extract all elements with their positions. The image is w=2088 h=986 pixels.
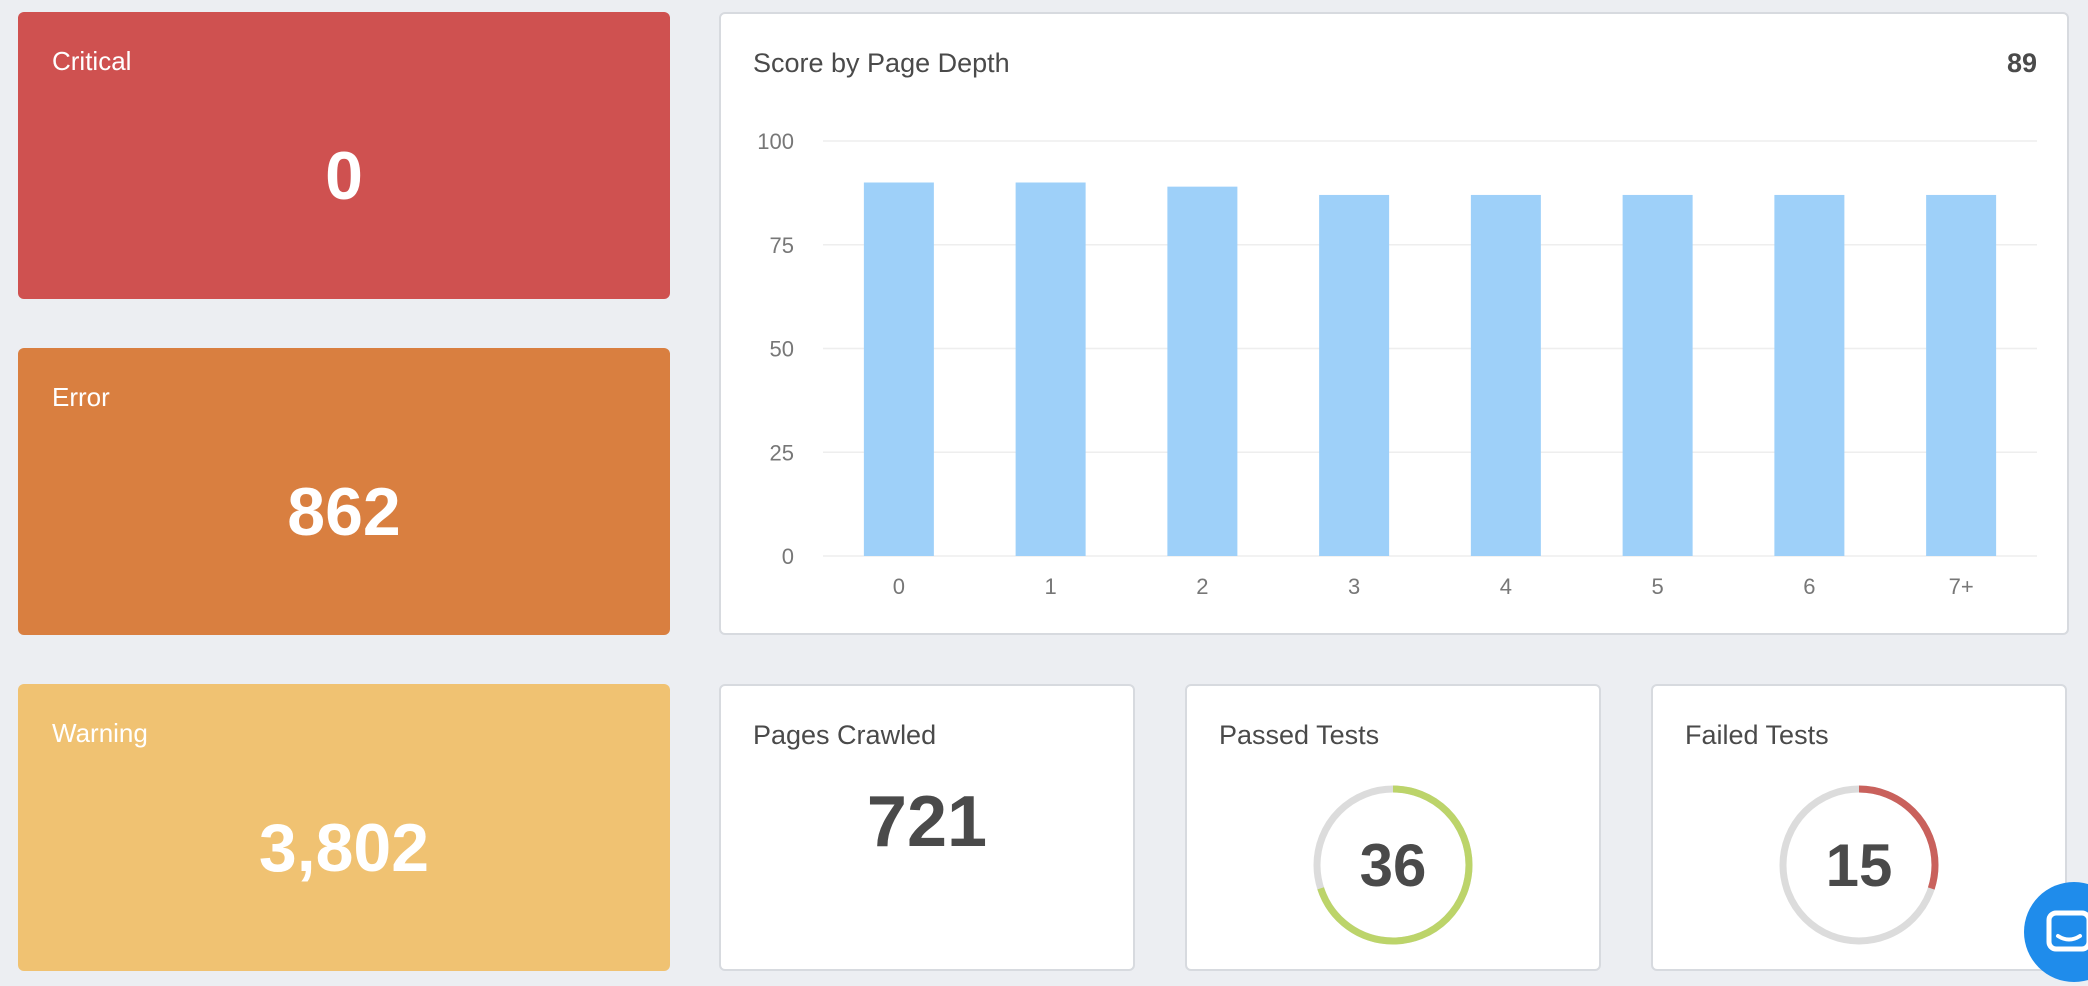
y-tick-label: 75 <box>770 233 794 258</box>
critical-label: Critical <box>52 46 132 76</box>
overall-score: 89 <box>2006 48 2037 78</box>
chat-bubble-icon <box>2046 910 2088 952</box>
pages-crawled-title: Pages Crawled <box>753 720 937 750</box>
x-tick-label: 1 <box>1045 574 1057 599</box>
error-label: Error <box>52 382 110 412</box>
passed-tests-ring: 36 <box>1310 782 1476 948</box>
warning-card[interactable]: Warning 3,802 <box>18 684 670 971</box>
bar-depth-7plus[interactable] <box>1926 194 1997 556</box>
x-tick-label: 5 <box>1652 574 1664 599</box>
critical-value: 0 <box>325 137 363 214</box>
bar-depth-4[interactable] <box>1470 194 1541 556</box>
pages-crawled-panel[interactable]: Pages Crawled 721 <box>719 684 1135 971</box>
passed-tests-panel[interactable]: Passed Tests 36 <box>1185 684 1601 971</box>
x-tick-label: 3 <box>1348 574 1360 599</box>
x-tick-label: 6 <box>1803 574 1815 599</box>
failed-tests-ring: 15 <box>1776 782 1942 948</box>
bar-depth-1[interactable] <box>1015 182 1086 557</box>
passed-tests-value: 36 <box>1359 831 1427 899</box>
x-tick-label: 4 <box>1500 574 1512 599</box>
y-tick-label: 25 <box>770 440 794 465</box>
passed-tests-ring-arc <box>1313 785 1473 945</box>
y-tick-label: 50 <box>770 337 794 362</box>
warning-value: 3,802 <box>258 809 430 886</box>
bar-depth-6[interactable] <box>1774 194 1845 556</box>
bar-depth-5[interactable] <box>1622 194 1693 556</box>
bar-depth-2[interactable] <box>1167 186 1238 556</box>
score-by-page-depth-panel: Score by Page Depth 89 0 25 50 75 100 0 1 2 3 4 5 6… <box>719 12 2069 635</box>
critical-card[interactable]: Critical 0 <box>18 12 670 299</box>
failed-tests-ring-arc <box>1779 785 1939 945</box>
chart-title: Score by Page Depth <box>753 48 1010 78</box>
error-card[interactable]: Error 862 <box>18 348 670 635</box>
x-tick-label: 0 <box>893 574 905 599</box>
error-value: 862 <box>287 473 401 550</box>
x-tick-label: 2 <box>1196 574 1208 599</box>
x-tick-label: 7+ <box>1949 574 1974 599</box>
y-tick-label: 0 <box>782 544 794 569</box>
failed-tests-panel[interactable]: Failed Tests 15 <box>1651 684 2067 971</box>
warning-label: Warning <box>52 718 148 748</box>
score-bar-chart: 0 25 50 75 100 0 1 2 3 4 5 6 7+ <box>757 129 2037 599</box>
failed-tests-title: Failed Tests <box>1685 720 1829 750</box>
bar-depth-0[interactable] <box>863 182 934 557</box>
passed-tests-title: Passed Tests <box>1219 720 1380 750</box>
failed-tests-value: 15 <box>1825 831 1893 899</box>
bar-depth-3[interactable] <box>1319 194 1390 556</box>
pages-crawled-value: 721 <box>866 782 988 862</box>
y-tick-label: 100 <box>757 129 794 154</box>
